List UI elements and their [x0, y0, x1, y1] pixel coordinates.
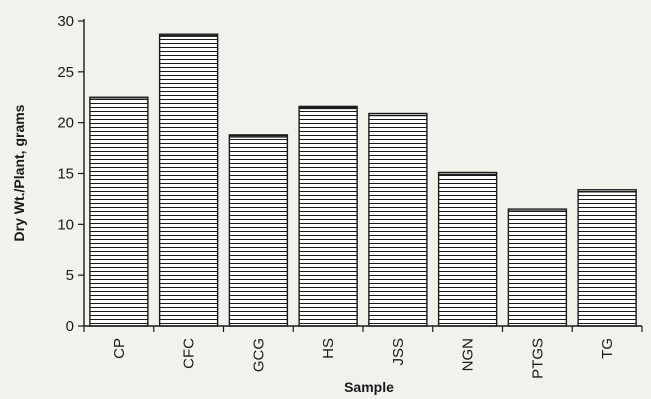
y-tick-label: 30: [57, 13, 74, 30]
x-tick-label: CFC: [181, 338, 198, 369]
bar-fill: [299, 106, 358, 327]
bar-fill: [229, 134, 288, 326]
y-axis-title: Dry Wt./Plant, grams: [11, 104, 27, 241]
x-tick-label: NGN: [460, 338, 477, 371]
bar-gcg: [228, 134, 289, 327]
y-tick-label: 25: [57, 64, 74, 81]
bar-fill: [578, 189, 637, 326]
bars-group: [89, 33, 637, 327]
x-tick-label: CP: [111, 338, 128, 359]
bar-hs: [298, 105, 358, 327]
bar-cfc: [158, 33, 219, 327]
y-tick-label: 5: [66, 267, 74, 284]
bar-jss: [368, 112, 428, 327]
bar-fill: [159, 34, 218, 326]
bar-fill: [438, 172, 497, 326]
x-axis-title: Sample: [344, 379, 394, 395]
y-axis: 0 5 10 15 20 25 30: [57, 13, 85, 335]
x-tick-label: TG: [599, 338, 616, 359]
x-tick-label: HS: [320, 338, 337, 359]
bar-ngn: [437, 171, 498, 327]
bar-tg: [577, 189, 637, 327]
y-tick-label: 20: [57, 115, 74, 132]
bar-fill: [89, 97, 148, 326]
bar-ptgs: [507, 208, 568, 327]
y-tick-label: 10: [57, 216, 74, 233]
y-tick-label: 0: [66, 318, 74, 335]
y-tick-label: 15: [57, 166, 74, 183]
bar-fill: [508, 209, 567, 326]
x-axis: CP CFC GCG HS JSS NGN PTGS TG: [83, 325, 643, 379]
bar-cp: [89, 96, 149, 327]
bar-fill: [368, 113, 427, 327]
x-tick-label: PTGS: [529, 338, 546, 379]
x-tick-label: GCG: [250, 338, 267, 372]
x-tick-label: JSS: [390, 338, 407, 366]
